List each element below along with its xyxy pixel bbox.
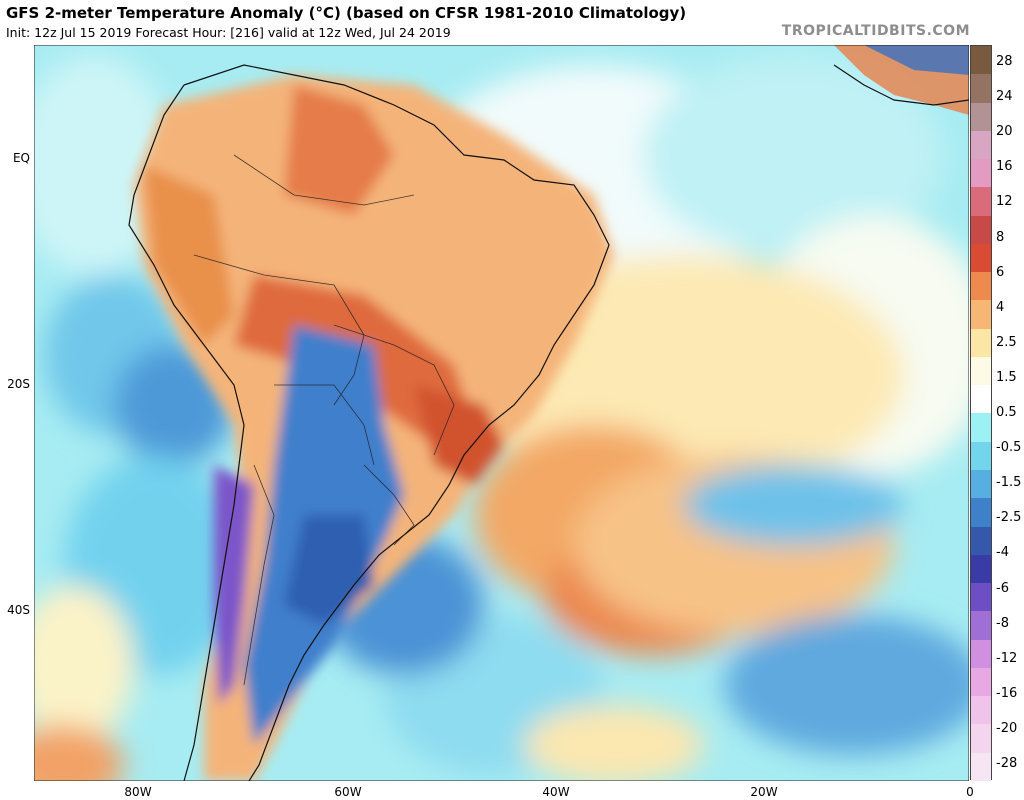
colorbar-label: -12	[996, 650, 1018, 666]
colorbar-segment	[971, 611, 991, 640]
colorbar-segment	[971, 130, 991, 160]
colorbar-segment	[971, 187, 991, 216]
lon-label: 60W	[334, 785, 362, 799]
colorbar-label: 6	[996, 264, 1005, 280]
colorbar-segment	[971, 356, 991, 386]
colorbar-label: -20	[996, 720, 1018, 736]
colorbar-segment	[971, 243, 991, 273]
lon-label: 20W	[750, 785, 778, 799]
colorbar-segment	[971, 752, 991, 781]
lat-label: 40S	[7, 603, 30, 617]
colorbar-segment	[971, 724, 991, 753]
colorbar-segment	[971, 667, 991, 697]
colorbar-label: 8	[996, 229, 1005, 245]
coastlines	[128, 64, 969, 781]
country-borders	[193, 154, 455, 686]
colorbar-segment	[971, 413, 991, 442]
colorbar-segment	[971, 385, 991, 414]
colorbar-segment	[971, 526, 991, 555]
colorbar-label: -28	[996, 756, 1018, 771]
colorbar-segment	[971, 102, 991, 131]
colorbar-segment	[971, 272, 991, 301]
colorbar	[970, 45, 992, 781]
site-credit: TROPICALTIDBITS.COM	[781, 23, 970, 39]
colorbar-segment	[971, 696, 991, 725]
colorbar-label: -8	[996, 615, 1009, 631]
colorbar-label: -16	[996, 685, 1018, 701]
map-title: GFS 2-meter Temperature Anomaly (°C) (ba…	[6, 4, 687, 22]
colorbar-label: 1.5	[996, 369, 1017, 385]
colorbar-label: 16	[996, 159, 1013, 175]
colorbar-label: -2.5	[996, 510, 1022, 526]
forecast-info: Init: 12z Jul 15 2019 Forecast Hour: [21…	[6, 25, 451, 40]
south-america-field	[134, 75, 614, 781]
colorbar-segment	[971, 583, 991, 612]
lon-label: 80W	[124, 785, 152, 799]
anomaly-field	[34, 55, 969, 781]
colorbar-segment	[971, 215, 991, 244]
colorbar-label: 28	[996, 54, 1013, 69]
colorbar-label: 24	[996, 89, 1013, 105]
colorbar-segment	[971, 469, 991, 499]
colorbar-label: -4	[996, 545, 1009, 561]
colorbar-label: 4	[996, 299, 1005, 315]
colorbar-label: -1.5	[996, 475, 1022, 491]
lon-label: 0	[966, 785, 974, 799]
colorbar-segment	[971, 498, 991, 527]
lat-label: EQ	[12, 151, 30, 165]
colorbar-label: 2.5	[996, 334, 1017, 350]
colorbar-segment	[971, 554, 991, 584]
colorbar-segment	[971, 328, 991, 357]
colorbar-segment	[971, 74, 991, 103]
colorbar-segment	[971, 441, 991, 470]
lon-label: 40W	[542, 785, 570, 799]
colorbar-segment	[971, 159, 991, 188]
colorbar-label: -6	[996, 580, 1009, 596]
colorbar-label: 12	[996, 194, 1013, 210]
colorbar-label: 0.5	[996, 405, 1017, 420]
temperature-anomaly-map	[34, 45, 969, 781]
colorbar-label: -0.5	[996, 440, 1022, 456]
colorbar-segment	[971, 300, 991, 329]
colorbar-segment	[971, 46, 991, 75]
colorbar-label: 20	[996, 124, 1013, 140]
colorbar-segment	[971, 639, 991, 668]
lat-label: 20S	[7, 377, 30, 391]
